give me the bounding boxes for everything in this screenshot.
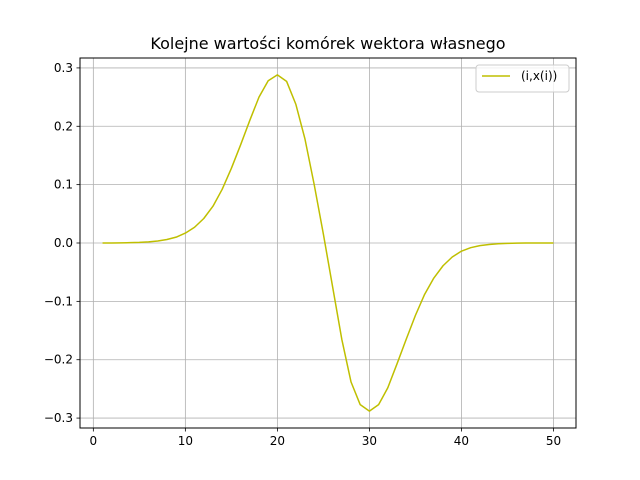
y-tick-label: 0.3: [54, 61, 73, 75]
x-tick-label: 10: [178, 434, 193, 448]
legend-label: (i,x(i)): [521, 69, 557, 83]
y-tick-label: −0.3: [44, 411, 73, 425]
x-tick-label: 30: [362, 434, 377, 448]
y-tick-label: −0.2: [44, 353, 73, 367]
axis-ticks: 0 10 20 30 40 50 −0.3 −0.2 −0.1 0.0 0.1 0.2 0.3: [44, 61, 561, 448]
grid-lines: [80, 58, 576, 428]
y-tick-label: 0.0: [54, 236, 73, 250]
x-tick-label: 0: [90, 434, 98, 448]
x-tick-label: 20: [270, 434, 285, 448]
y-tick-label: −0.1: [44, 294, 73, 308]
y-tick-label: 0.2: [54, 119, 73, 133]
x-tick-label: 50: [546, 434, 561, 448]
series-layer: [102, 74, 554, 412]
legend-box: [475, 64, 570, 93]
x-tick-label: 40: [454, 434, 469, 448]
legend: (i,x(i)): [475, 64, 570, 93]
chart-title: Kolejne wartości komórek wektora własneg…: [150, 34, 505, 53]
series-line: [102, 74, 554, 412]
y-tick-label: 0.1: [54, 178, 73, 192]
